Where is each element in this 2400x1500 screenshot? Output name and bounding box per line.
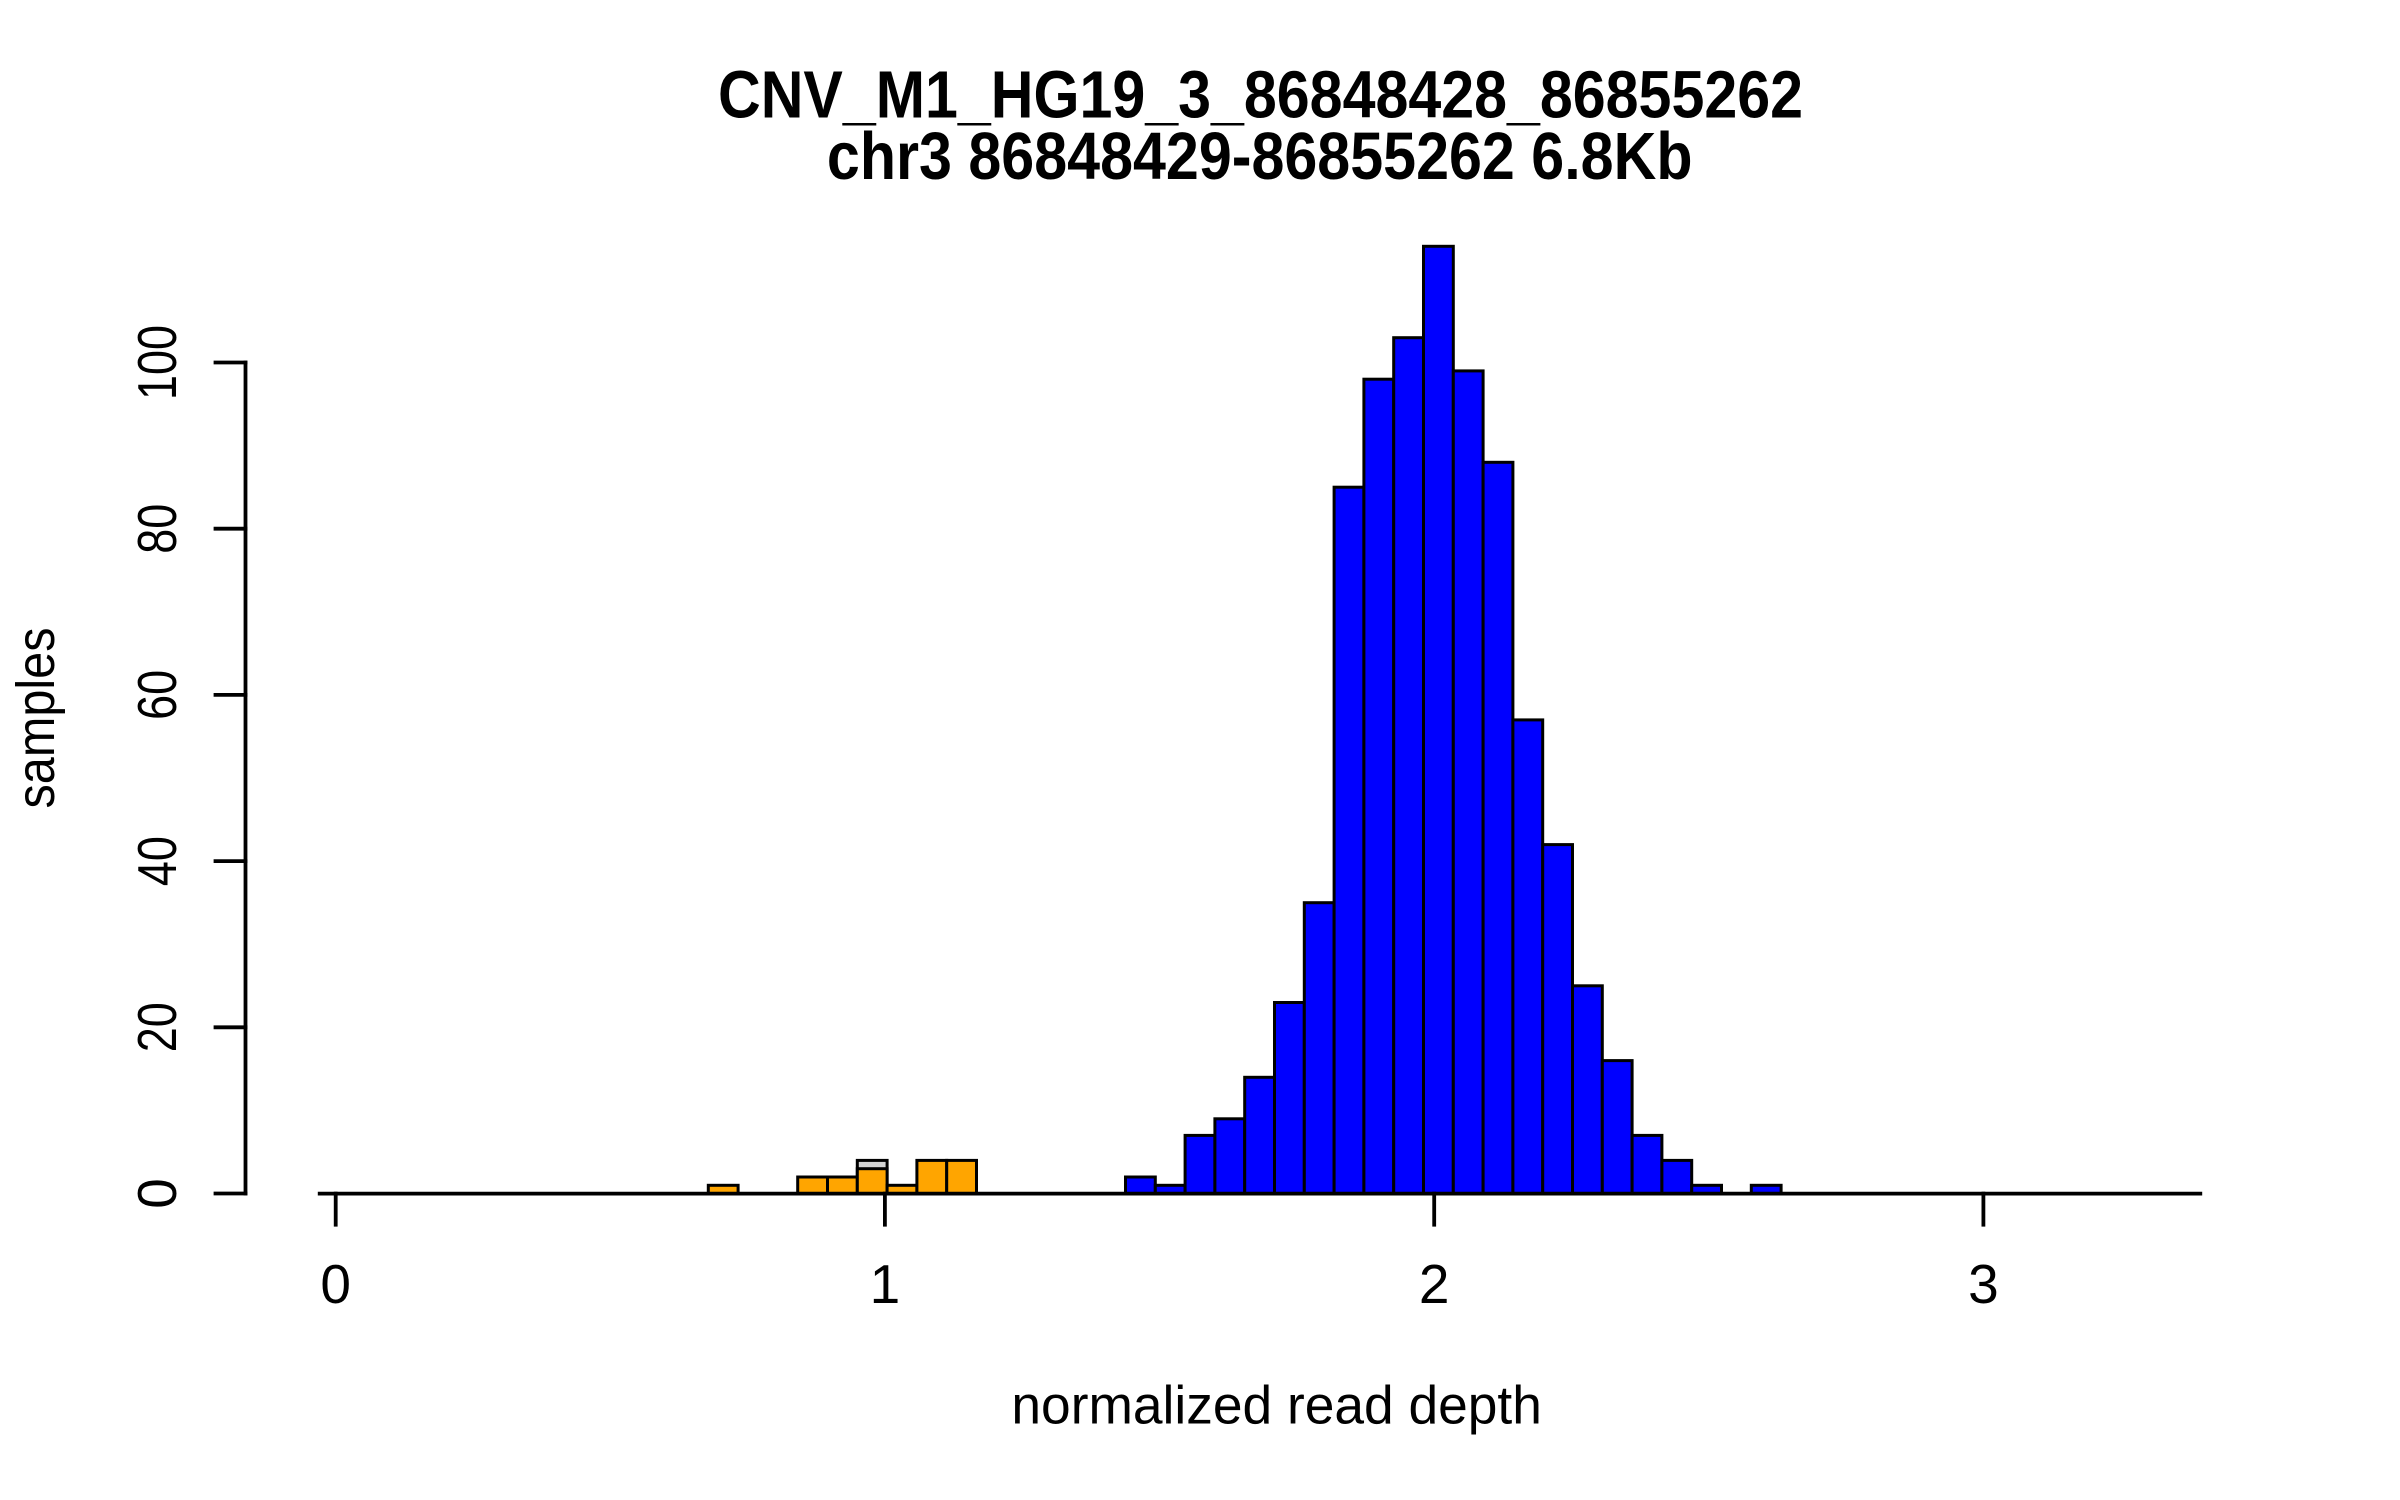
svg-text:1: 1 (870, 1253, 901, 1315)
svg-text:100: 100 (126, 325, 188, 400)
svg-text:3: 3 (1968, 1253, 1999, 1315)
svg-text:20: 20 (126, 1002, 188, 1052)
svg-text:80: 80 (126, 504, 188, 554)
svg-text:60: 60 (126, 670, 188, 720)
svg-text:0: 0 (126, 1178, 188, 1209)
svg-text:samples: samples (6, 628, 66, 809)
svg-text:2: 2 (1419, 1253, 1450, 1315)
svg-text:40: 40 (126, 836, 188, 886)
svg-text:chr3 86848429-86855262 6.8Kb: chr3 86848429-86855262 6.8Kb (827, 119, 1693, 194)
svg-text:0: 0 (320, 1253, 351, 1315)
svg-text:CNV_M1_HG19_3_86848428_8685526: CNV_M1_HG19_3_86848428_86855262 (718, 58, 1803, 133)
svg-text:normalized read depth: normalized read depth (1011, 1375, 1542, 1435)
